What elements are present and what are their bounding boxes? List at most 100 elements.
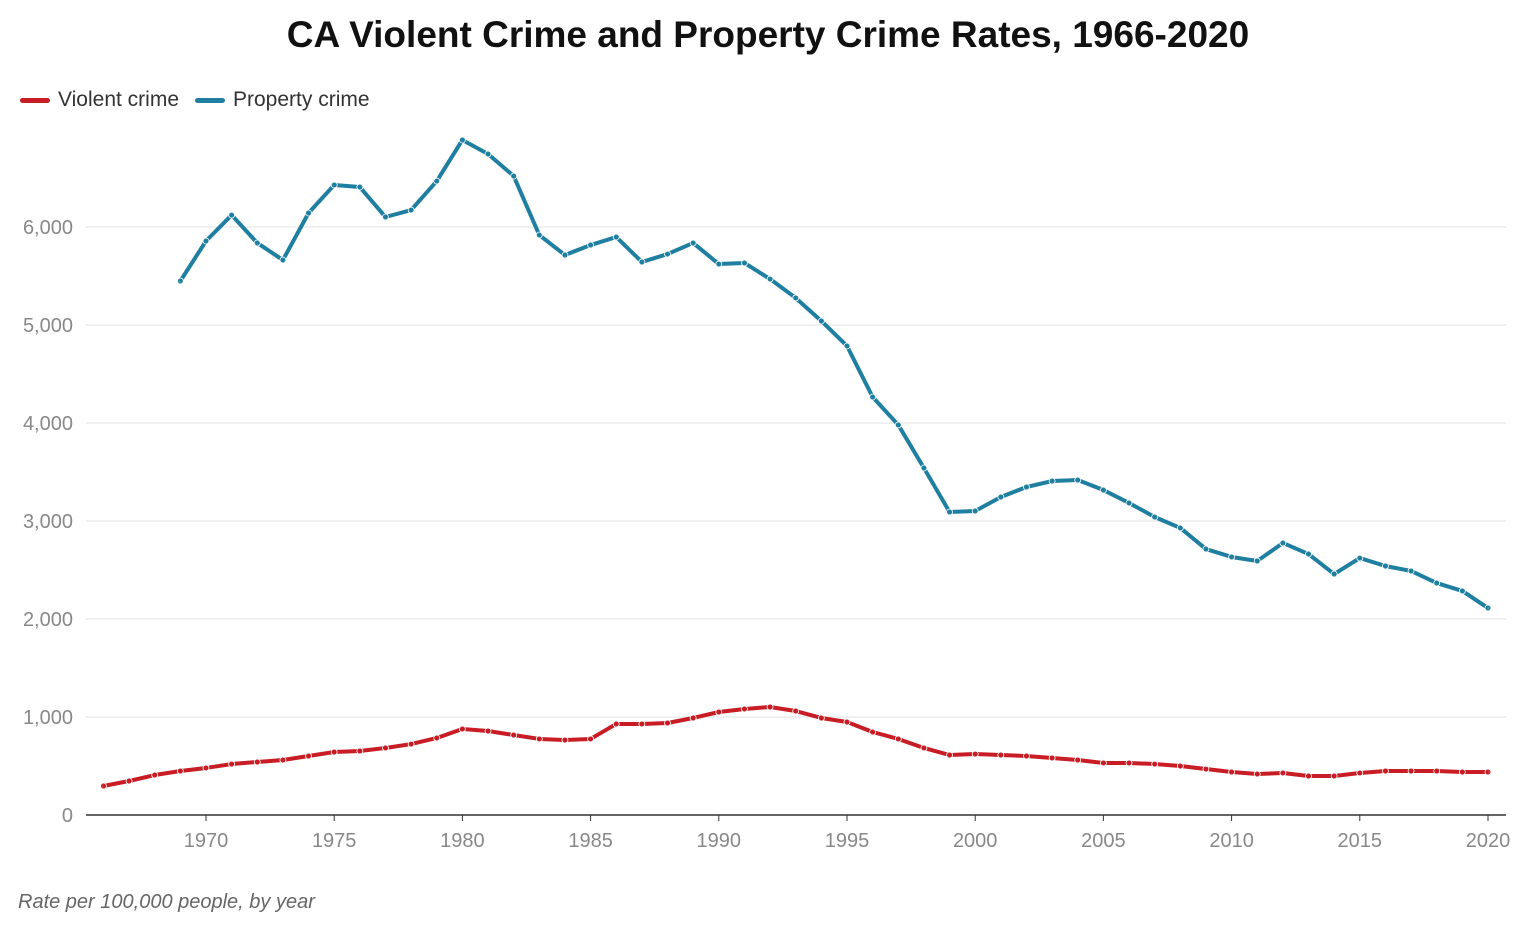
data-point-property [305, 209, 312, 217]
data-point-violent [715, 708, 723, 716]
data-point-property [1458, 587, 1466, 595]
y-tick-label: 6,000 [23, 217, 73, 239]
data-point-violent [356, 747, 364, 755]
data-point-property [971, 507, 979, 515]
y-tick-label: 1,000 [23, 707, 73, 729]
data-point-property [1023, 483, 1030, 491]
data-point-violent [1048, 754, 1056, 762]
x-tick-label: 2000 [953, 830, 998, 852]
data-point-property [638, 258, 646, 266]
data-point-property [1074, 476, 1082, 484]
data-point-violent [1151, 760, 1159, 768]
data-point-property [1202, 545, 1210, 553]
legend-swatch-violent [20, 97, 50, 103]
data-point-violent [1202, 765, 1210, 773]
data-point-violent [125, 777, 133, 785]
data-point-property [176, 277, 184, 285]
data-point-property [920, 464, 928, 472]
data-point-violent [1176, 762, 1184, 770]
data-point-property [484, 150, 492, 158]
data-point-violent [330, 748, 338, 756]
data-point-property [869, 393, 877, 401]
y-tick-label: 5,000 [23, 315, 73, 337]
data-point-property [253, 239, 261, 247]
data-point-property [1484, 604, 1492, 612]
data-point-property [1125, 499, 1133, 507]
data-point-violent [228, 760, 236, 768]
legend-label-violent: Violent crime [58, 88, 179, 111]
data-point-violent [484, 727, 492, 735]
data-point-violent [305, 752, 312, 760]
data-point-violent [843, 718, 851, 726]
data-point-violent [920, 744, 928, 752]
data-point-property [1279, 539, 1287, 547]
data-point-property [997, 493, 1005, 501]
data-point-violent [279, 756, 287, 764]
chart-title: CA Violent Crime and Property Crime Rate… [286, 14, 1250, 55]
data-point-violent [1074, 756, 1082, 764]
data-point-violent [1356, 769, 1364, 777]
data-point-violent [1382, 767, 1389, 775]
data-point-property [766, 275, 774, 283]
data-point-violent [1330, 772, 1338, 780]
data-point-property [1305, 550, 1312, 558]
x-tick-label: 1995 [825, 830, 870, 852]
x-tick-label: 2020 [1466, 830, 1511, 852]
data-point-property [612, 233, 620, 241]
data-point-violent [100, 782, 107, 790]
data-point-violent [202, 764, 210, 772]
x-tick-label: 1970 [184, 830, 229, 852]
data-point-property [1356, 554, 1364, 562]
legend-item-violent: Violent crime [20, 88, 179, 112]
data-point-violent [971, 750, 979, 758]
data-point-violent [1100, 759, 1107, 767]
data-point-property [817, 317, 825, 325]
data-point-violent [1433, 767, 1441, 775]
x-tick-label: 1975 [312, 830, 357, 852]
data-point-property [1100, 486, 1107, 494]
legend: Violent crime Property crime [20, 88, 370, 112]
data-point-violent [151, 771, 159, 779]
data-point-property [433, 177, 441, 185]
x-tick-label: 2010 [1209, 830, 1254, 852]
data-point-violent [946, 751, 953, 759]
y-tick-label: 4,000 [23, 413, 73, 435]
data-point-property [382, 213, 389, 221]
data-point-violent [741, 705, 748, 713]
data-point-violent [1305, 772, 1312, 780]
x-tick-label: 1980 [440, 830, 485, 852]
data-point-property [894, 421, 902, 429]
data-point-violent [407, 740, 415, 748]
data-point-property [1330, 570, 1338, 578]
data-point-violent [1484, 768, 1492, 776]
data-point-violent [817, 714, 825, 722]
x-tick-label: 1985 [568, 830, 613, 852]
data-point-property [202, 237, 210, 245]
data-point-property [689, 239, 697, 247]
data-point-violent [176, 767, 184, 775]
data-point-property [356, 183, 364, 191]
y-tick-label: 2,000 [23, 609, 73, 631]
data-point-property [561, 251, 569, 259]
data-point-property [1433, 579, 1441, 587]
series-line-property [178, 137, 1490, 610]
data-point-violent [1253, 770, 1261, 778]
data-point-property [510, 172, 518, 180]
data-point-property [228, 211, 236, 219]
data-point-property [1253, 557, 1261, 565]
data-point-violent [458, 725, 466, 733]
data-point-property [1382, 562, 1389, 570]
x-tick-label: 2015 [1338, 830, 1383, 852]
data-point-property [741, 259, 748, 267]
data-point-violent [1023, 752, 1030, 760]
data-point-property [1407, 567, 1415, 575]
data-point-property [715, 260, 723, 268]
data-point-property [946, 508, 953, 516]
data-point-violent [638, 720, 646, 728]
data-point-violent [894, 735, 902, 743]
x-tick-label: 1990 [697, 830, 742, 852]
data-point-property [1228, 553, 1235, 561]
data-point-property [1151, 513, 1159, 521]
x-tick-label: 2005 [1081, 830, 1126, 852]
